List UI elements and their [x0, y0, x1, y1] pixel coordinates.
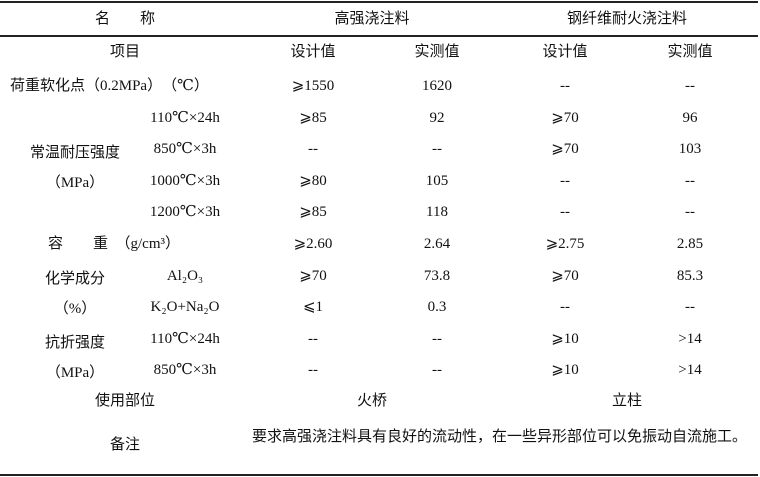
cell: ⩾70	[551, 141, 579, 158]
cell: 103	[678, 141, 702, 158]
condition: K₂O+Na₂O	[150, 299, 220, 316]
cell: 105	[425, 172, 449, 189]
group-label: 化学成分	[44, 271, 106, 288]
bottom-rule	[0, 474, 758, 476]
cell: ⩽1	[302, 299, 324, 316]
item-header: 项目	[109, 44, 141, 60]
cell: --	[560, 204, 570, 221]
cell: ⩾70	[299, 267, 327, 284]
condition: 110℃×24h	[150, 330, 220, 347]
cell: --	[432, 141, 442, 158]
cell: 92	[429, 109, 445, 126]
group-header: 钢纤维耐火浇注料	[566, 11, 688, 27]
cell: >14	[678, 330, 702, 347]
cell: --	[560, 172, 570, 189]
cell: 0.3	[427, 299, 447, 316]
condition: 850℃×3h	[153, 362, 217, 379]
cell: --	[685, 172, 695, 189]
cell: 73.8	[423, 267, 451, 284]
cell: 2.85	[676, 236, 704, 252]
column-header: 实测值	[414, 44, 460, 60]
usage-cell: 立柱	[611, 393, 643, 409]
column-header: 实测值	[667, 44, 713, 60]
header-rule	[0, 35, 758, 37]
row-label: 容 重 （g/cm³）	[48, 236, 180, 252]
condition: Al₂O₃	[166, 267, 204, 284]
cell: ⩾70	[551, 109, 579, 126]
name-header: 名 称	[94, 11, 156, 27]
cell: 2.64	[423, 236, 451, 252]
cell: ⩾1550	[291, 78, 335, 94]
cell: --	[685, 299, 695, 316]
remarks-label: 备注	[109, 437, 141, 453]
cell: ⩾2.75	[545, 236, 585, 252]
cell: --	[685, 204, 695, 221]
cell: --	[308, 330, 318, 347]
usage-cell: 火桥	[356, 393, 388, 409]
cell: --	[560, 299, 570, 316]
row-label: 荷重软化点（0.2MPa） （℃）	[10, 78, 209, 94]
condition: 1000℃×3h	[149, 172, 221, 189]
cell: ⩾85	[299, 204, 327, 221]
condition: 850℃×3h	[153, 141, 217, 158]
cell: ⩾70	[551, 267, 579, 284]
usage-label: 使用部位	[94, 393, 156, 409]
cell: ⩾80	[299, 172, 327, 189]
cell: 85.3	[676, 267, 704, 284]
cell: ⩾2.60	[293, 236, 333, 252]
column-header: 设计值	[542, 44, 588, 60]
group-header: 高强浇注料	[334, 11, 410, 27]
cell: 118	[426, 204, 448, 221]
cell: 96	[682, 109, 698, 126]
cell: --	[308, 141, 318, 158]
group-label: 常温耐压强度	[29, 145, 121, 161]
column-header: 设计值	[290, 44, 336, 60]
cell: --	[685, 78, 695, 94]
cell: --	[432, 362, 442, 379]
top-rule	[0, 1, 758, 3]
group-label: （MPa）	[45, 364, 105, 381]
cell: 1620	[422, 78, 452, 94]
condition: 1200℃×3h	[149, 204, 221, 221]
group-label: （%）	[53, 301, 97, 318]
group-label: 抗折强度	[44, 334, 106, 351]
cell: --	[560, 78, 570, 94]
group-label: （MPa）	[45, 175, 105, 191]
cell: ⩾85	[299, 109, 327, 126]
remarks-text: 要求高强浇注料具有良好的流动性，在一些异形部位可以免振动自流施工。	[252, 429, 748, 445]
cell: --	[308, 362, 318, 379]
condition: 110℃×24h	[150, 109, 220, 126]
cell: >14	[678, 362, 702, 379]
cell: ⩾10	[551, 362, 579, 379]
cell: ⩾10	[551, 330, 579, 347]
cell: --	[432, 330, 442, 347]
